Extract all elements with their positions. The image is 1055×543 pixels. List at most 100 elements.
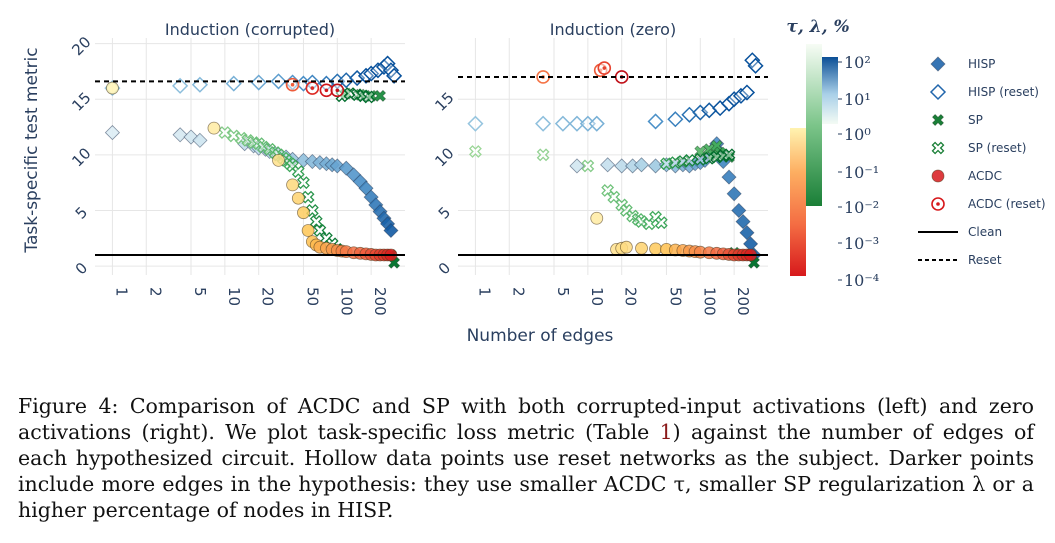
data-point: [619, 240, 633, 254]
data-point: [207, 121, 221, 135]
data-point: [569, 158, 585, 174]
data-point: [744, 52, 761, 69]
legend: HISP HISP (reset) SP SP (reset) ACDC ACDC (re…: [918, 56, 1046, 267]
caption-text-2: ) against the number of edges of each hy…: [18, 420, 1034, 522]
data-point: [635, 241, 648, 255]
legend-label: ACDC: [968, 169, 1002, 183]
legend-marker-center: [936, 202, 940, 206]
table-reference-link[interactable]: 1: [659, 420, 673, 444]
y-tick-label: 10: [68, 144, 94, 170]
data-point: [647, 113, 664, 130]
data-point: [297, 206, 310, 220]
data-point: [722, 148, 736, 162]
data-point: [633, 157, 650, 173]
data-point: [720, 95, 738, 112]
colorbar-tick-label: 10¹: [844, 90, 871, 109]
legend-item-sp[interactable]: SP: [932, 113, 983, 127]
x-tick-label: 100: [700, 287, 718, 316]
colorbar-hisp-strip: [822, 57, 838, 124]
x-tick-label: 10: [588, 287, 606, 306]
data-point-center: [602, 66, 607, 70]
y-tick-label: 5: [72, 203, 91, 222]
series-hisp-reset: [104, 55, 403, 97]
data-point: [374, 89, 387, 102]
colorbar-tick-label: 10⁻³: [844, 234, 879, 253]
colorbar-acdc-strip: [790, 128, 806, 276]
x-tick-label: 50: [666, 287, 684, 306]
data-point: [682, 153, 696, 167]
figure-caption: Figure 4: Comparison of ACDC and SP with…: [18, 393, 1034, 523]
data-point: [383, 222, 399, 239]
data-point: [369, 62, 387, 79]
data-point: [363, 65, 380, 82]
data-point: [649, 242, 662, 256]
data-point: [286, 178, 299, 192]
data-point: [379, 55, 396, 72]
data-point-center: [310, 86, 315, 90]
data-point: [309, 215, 323, 229]
series-hisp-reset: [467, 52, 764, 132]
legend-item-hisp-reset[interactable]: HISP (reset): [929, 83, 1039, 101]
legend-marker: [932, 114, 944, 126]
legend-item-reset[interactable]: Reset: [918, 253, 1002, 267]
data-point: [588, 115, 605, 132]
data-point: [693, 152, 707, 166]
y-tick-label: 10: [431, 144, 457, 170]
data-point: [721, 169, 737, 185]
data-point: [468, 145, 482, 158]
series-acdc: [590, 211, 757, 262]
legend-marker: [930, 56, 946, 72]
data-point: [581, 159, 595, 173]
legend-label: HISP (reset): [968, 85, 1039, 99]
colorbar-tick-label: 10⁻²: [844, 198, 879, 217]
x-tick-label: 5: [191, 287, 209, 297]
legend-item-sp-reset[interactable]: SP (reset): [931, 141, 1027, 155]
legend-label: ACDC (reset): [968, 197, 1046, 211]
data-point: [660, 157, 673, 171]
data-point: [554, 115, 571, 132]
series-sp-reset: [468, 145, 736, 231]
data-point: [382, 62, 400, 79]
x-tick-label: 5: [554, 287, 572, 297]
data-point: [735, 214, 751, 230]
data-point: [301, 224, 315, 237]
data-point: [536, 148, 550, 162]
data-point: [192, 132, 208, 148]
legend-marker: [931, 169, 945, 183]
panel-title: Induction (corrupted): [165, 20, 335, 39]
colorbar-tick-label: 10⁻¹: [844, 163, 879, 182]
series-acdc-reset: [285, 77, 345, 98]
data-point: [191, 76, 208, 93]
data-point: [635, 215, 648, 229]
data-point: [731, 202, 747, 219]
data-point: [726, 186, 742, 202]
data-point: [386, 67, 403, 84]
y-axis-label: Task-specific test metric: [22, 47, 42, 253]
data-point-center: [290, 82, 295, 87]
legend-item-hisp[interactable]: HISP: [930, 56, 995, 72]
x-tick-label: 20: [259, 287, 277, 306]
panel-1: Induction (corrupted) 0 5 10 15 20 1 2 5 10 20 50 10…: [68, 20, 405, 316]
x-tick-label: 1: [112, 287, 130, 297]
y-tick-label: 15: [431, 89, 457, 115]
legend-marker: [929, 83, 947, 101]
caption-text-1: Figure 4: Comparison of ACDC and SP with…: [18, 394, 1034, 444]
data-point: [747, 57, 764, 74]
x-tick-label: 10: [225, 287, 243, 306]
colorbar-tick-label: 10⁻⁴: [844, 271, 879, 290]
x-axis-label: Number of edges: [467, 326, 614, 346]
data-point: [681, 106, 698, 123]
legend-item-acdc-reset[interactable]: ACDC (reset): [931, 197, 1046, 211]
panel-2: Induction (zero) 0 5 10 15 1 2 5 10 20 50 100 200: [431, 20, 768, 316]
data-point: [667, 111, 684, 128]
legend-item-clean[interactable]: Clean: [918, 225, 1002, 239]
x-tick-label: 200: [371, 287, 389, 316]
x-tick-label: 200: [734, 287, 752, 316]
series-acdc-reset: [536, 61, 629, 84]
x-tick-label: 2: [146, 287, 164, 297]
data-point: [272, 153, 285, 167]
legend-item-acdc[interactable]: ACDC: [931, 169, 1002, 183]
y-tick-label: 15: [68, 89, 94, 115]
y-tick-label: 0: [72, 259, 91, 278]
